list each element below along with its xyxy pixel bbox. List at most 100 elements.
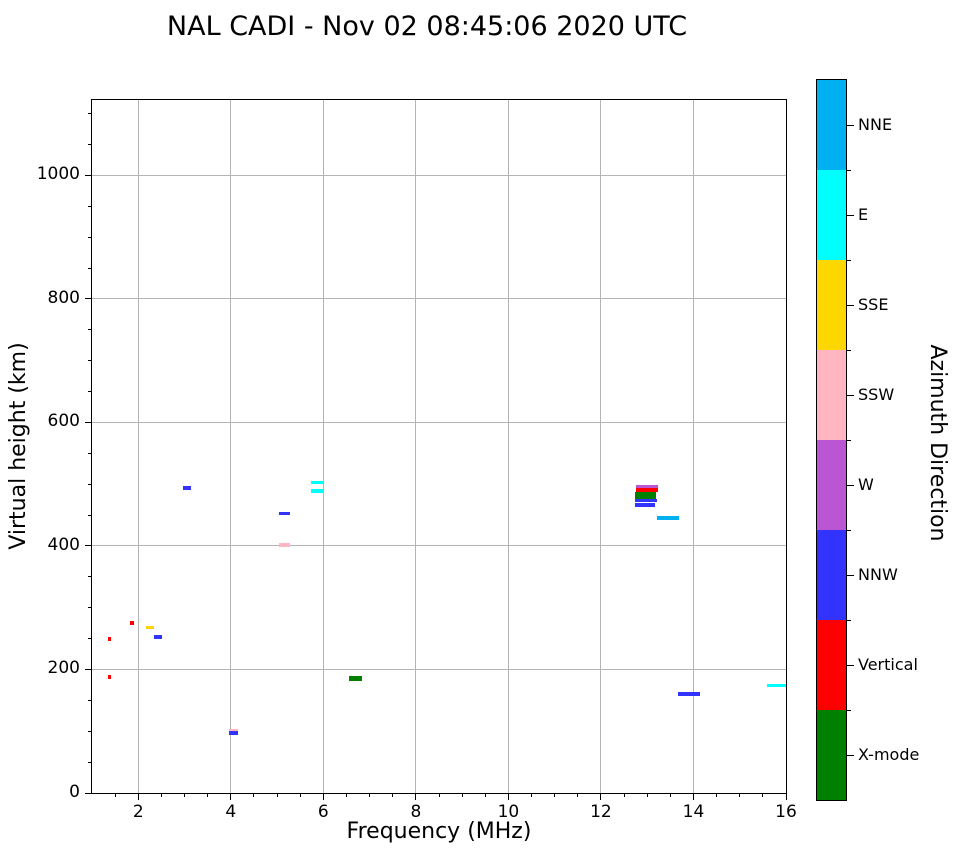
- x-tick-label: 12: [590, 802, 612, 822]
- data-point-x-mode: [635, 491, 657, 500]
- x-minor-tick: [623, 794, 625, 797]
- colorbar-segment-x-mode: [817, 710, 846, 800]
- x-minor-tick: [392, 794, 394, 797]
- data-point-nnw: [279, 511, 290, 515]
- colorbar-tick: [847, 124, 854, 126]
- x-tick-label: 4: [225, 802, 237, 822]
- y-tick-label: 0: [69, 782, 80, 802]
- y-minor-tick: [88, 113, 91, 115]
- y-tick-label: 800: [47, 287, 80, 308]
- y-tick: [85, 298, 91, 300]
- x-minor-tick: [438, 794, 440, 797]
- y-minor-tick: [88, 730, 91, 732]
- y-tick: [85, 174, 91, 176]
- x-tick-label: 8: [410, 802, 422, 822]
- y-minor-tick: [88, 607, 91, 609]
- data-point-sse: [146, 625, 155, 629]
- y-gridline: [92, 174, 786, 176]
- x-tick: [785, 794, 787, 800]
- y-tick-label: 1000: [36, 164, 80, 185]
- y-minor-tick: [88, 576, 91, 578]
- y-tick: [85, 421, 91, 423]
- x-gridline: [415, 100, 417, 793]
- colorbar-boundary-tick: [847, 169, 851, 171]
- colorbar: [816, 79, 847, 801]
- colorbar-tick-label: NNW: [858, 565, 898, 584]
- x-tick-label: 10: [497, 802, 520, 822]
- y-gridline: [92, 668, 786, 670]
- x-axis-label: Frequency (MHz): [346, 819, 532, 844]
- colorbar-tick-label: Vertical: [858, 655, 918, 674]
- x-tick-label: 2: [132, 802, 144, 822]
- x-minor-tick: [739, 794, 741, 797]
- colorbar-boundary-tick: [847, 619, 851, 621]
- x-minor-tick: [207, 794, 209, 797]
- colorbar-tick: [847, 574, 854, 576]
- colorbar-boundary-tick: [847, 439, 851, 441]
- y-minor-tick: [88, 267, 91, 269]
- x-minor-tick: [160, 794, 162, 797]
- y-minor-tick: [88, 452, 91, 454]
- x-gridline: [322, 100, 324, 793]
- y-minor-tick: [88, 391, 91, 393]
- x-gridline: [600, 100, 602, 793]
- data-point-vertical: [107, 674, 112, 679]
- y-minor-tick: [88, 205, 91, 207]
- x-minor-tick: [276, 794, 278, 797]
- data-point-ssw: [228, 729, 239, 733]
- y-minor-tick: [88, 329, 91, 331]
- y-gridline: [92, 421, 786, 423]
- data-point-ssw: [278, 542, 290, 547]
- y-tick: [85, 668, 91, 670]
- colorbar-tick: [847, 754, 854, 756]
- y-minor-tick: [88, 699, 91, 701]
- colorbar-boundary-tick: [847, 259, 851, 261]
- plot-area: [91, 99, 787, 794]
- y-minor-tick: [88, 638, 91, 640]
- y-gridline: [92, 545, 786, 547]
- data-point-w: [635, 484, 658, 488]
- x-gridline: [137, 100, 139, 793]
- y-minor-tick: [88, 360, 91, 362]
- x-minor-tick: [484, 794, 486, 797]
- x-tick: [230, 794, 232, 800]
- x-minor-tick: [762, 794, 764, 797]
- colorbar-tick: [847, 394, 854, 396]
- colorbar-segment-e: [817, 170, 846, 260]
- x-tick: [692, 794, 694, 800]
- colorbar-tick-label: E: [858, 205, 869, 224]
- colorbar-tick-label: SSE: [858, 295, 889, 314]
- x-minor-tick: [253, 794, 255, 797]
- colorbar-tick: [847, 304, 854, 306]
- x-tick-label: 16: [775, 802, 797, 822]
- x-minor-tick: [184, 794, 186, 797]
- colorbar-segment-vertical: [817, 620, 846, 710]
- data-point-nnw: [153, 634, 163, 639]
- data-point-e: [310, 488, 323, 493]
- x-minor-tick: [114, 794, 116, 797]
- data-point-nnw: [677, 692, 700, 697]
- x-minor-tick: [299, 794, 301, 797]
- colorbar-segment-nne: [817, 80, 846, 170]
- y-gridline: [92, 298, 786, 300]
- x-minor-tick: [554, 794, 556, 797]
- x-tick: [137, 794, 139, 800]
- colorbar-segment-w: [817, 440, 846, 530]
- y-tick-label: 600: [47, 411, 80, 432]
- colorbar-tick: [847, 214, 854, 216]
- x-minor-tick: [461, 794, 463, 797]
- colorbar-tick-label: SSW: [858, 385, 895, 404]
- y-minor-tick: [88, 514, 91, 516]
- x-minor-tick: [345, 794, 347, 797]
- colorbar-boundary-tick: [847, 349, 851, 351]
- x-gridline: [230, 100, 232, 793]
- colorbar-tick-label: NNE: [858, 115, 893, 134]
- x-tick: [507, 794, 509, 800]
- data-point-nnw: [634, 503, 656, 508]
- colorbar-segment-ssw: [817, 350, 846, 440]
- chart-title: NAL CADI - Nov 02 08:45:06 2020 UTC: [166, 11, 688, 42]
- data-point-nne: [657, 515, 679, 520]
- x-tick-label: 14: [682, 802, 705, 822]
- data-point-nnw: [228, 731, 239, 736]
- x-minor-tick: [716, 794, 718, 797]
